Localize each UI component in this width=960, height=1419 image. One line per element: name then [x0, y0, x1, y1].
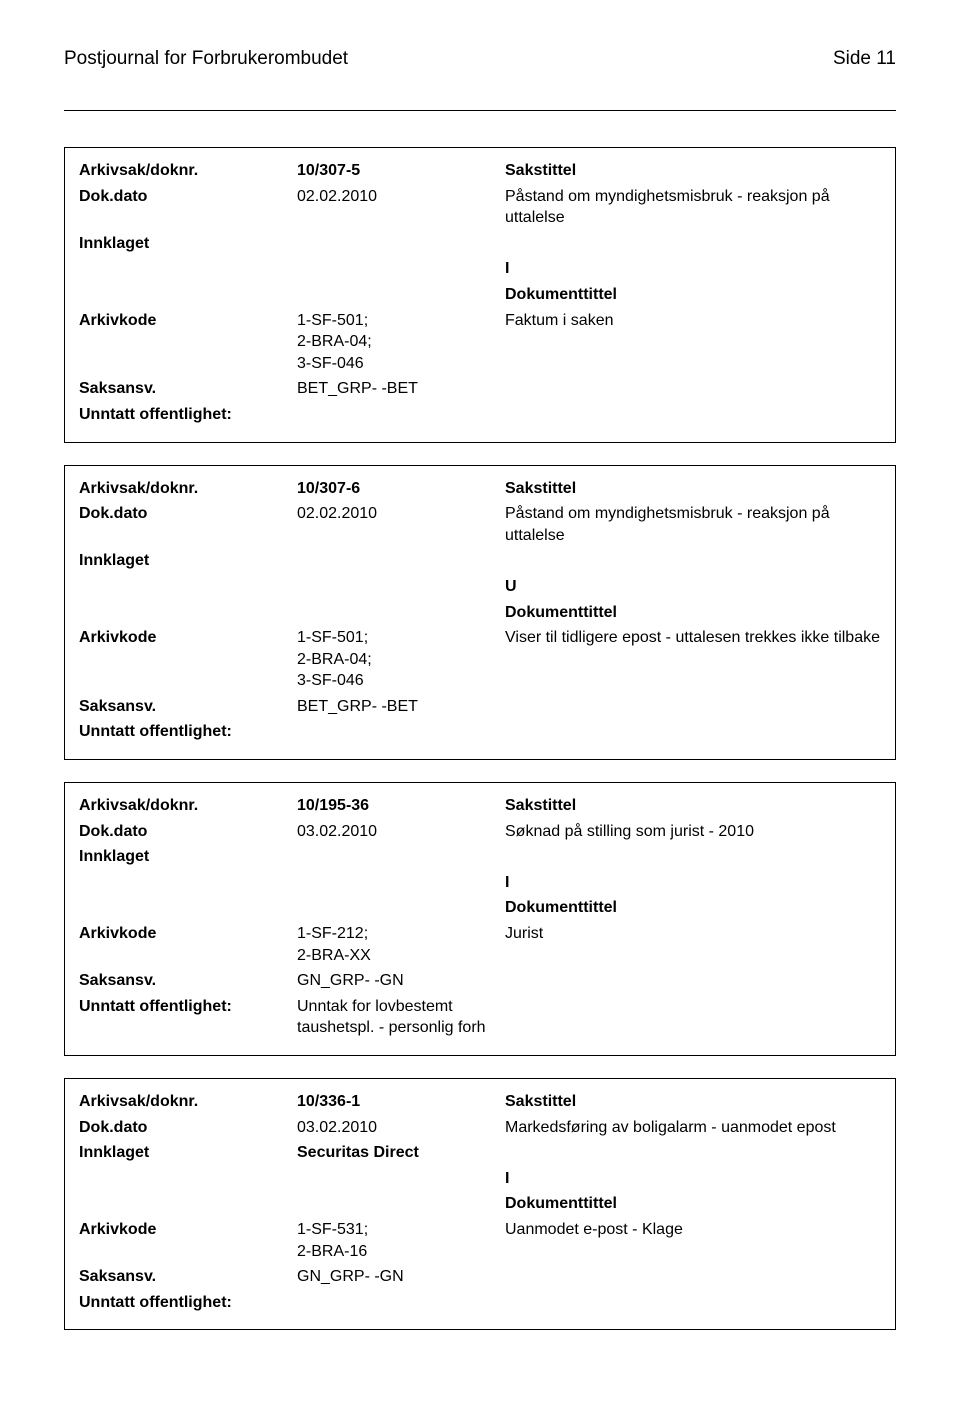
header: Postjournal for Forbrukerombudet Side 11 — [64, 48, 896, 70]
record-table: Arkivsak/doknr.10/307-5Sakstittel Dok.dat… — [75, 158, 885, 428]
unntatt-value — [293, 1290, 501, 1316]
innklaget-label: Innklaget — [75, 844, 293, 870]
header-divider — [64, 110, 896, 111]
unntatt-label: Unntatt offentlighet: — [75, 402, 293, 428]
saksansv-label: Saksansv. — [75, 1264, 293, 1290]
unntatt-value — [293, 402, 501, 428]
saksansv-value: GN_GRP- -GN — [293, 968, 501, 994]
dokumenttittel-label: Dokumenttittel — [501, 895, 885, 921]
innklaget-label: Innklaget — [75, 231, 293, 257]
record: Arkivsak/doknr.10/307-6Sakstittel Dok.dat… — [64, 465, 896, 761]
arkivkode-value: 1-SF-501;2-BRA-04;3-SF-046 — [293, 308, 501, 377]
record-table: Arkivsak/doknr.10/195-36Sakstittel Dok.da… — [75, 793, 885, 1041]
doknr-label: Arkivsak/doknr. — [75, 1089, 293, 1115]
doknr-label: Arkivsak/doknr. — [75, 158, 293, 184]
innklaget-label: Innklaget — [75, 1140, 293, 1166]
arkivkode-value: 1-SF-531;2-BRA-16 — [293, 1217, 501, 1264]
dato-value: 03.02.2010 — [293, 819, 501, 845]
innklaget-value — [293, 231, 501, 257]
sakstittel-label: Sakstittel — [501, 476, 885, 502]
dato-value: 02.02.2010 — [293, 501, 501, 548]
dokumenttittel-value: Jurist — [501, 921, 885, 968]
dato-label: Dok.dato — [75, 819, 293, 845]
innklaget-value — [293, 844, 501, 870]
innklaget-value — [293, 548, 501, 574]
doknr-label: Arkivsak/doknr. — [75, 476, 293, 502]
doknr-value: 10/195-36 — [293, 793, 501, 819]
saksansv-label: Saksansv. — [75, 694, 293, 720]
saksansv-value: BET_GRP- -BET — [293, 376, 501, 402]
unntatt-label: Unntatt offentlighet: — [75, 719, 293, 745]
arkivkode-value: 1-SF-212;2-BRA-XX — [293, 921, 501, 968]
dato-label: Dok.dato — [75, 1115, 293, 1141]
dokumenttittel-value: Uanmodet e-post - Klage — [501, 1217, 885, 1264]
dato-label: Dok.dato — [75, 501, 293, 548]
arkivkode-label: Arkivkode — [75, 308, 293, 377]
unntatt-label: Unntatt offentlighet: — [75, 994, 293, 1041]
sakstittel-value: Påstand om myndighetsmisbruk - reaksjon … — [501, 184, 885, 231]
dato-value: 03.02.2010 — [293, 1115, 501, 1141]
unntatt-value: Unntak for lovbestemt taushetspl. - pers… — [293, 994, 501, 1041]
arkivkode-label: Arkivkode — [75, 921, 293, 968]
saksansv-label: Saksansv. — [75, 376, 293, 402]
type-code: I — [501, 256, 885, 282]
saksansv-label: Saksansv. — [75, 968, 293, 994]
unntatt-label: Unntatt offentlighet: — [75, 1290, 293, 1316]
page-number: Side 11 — [833, 48, 896, 70]
arkivkode-label: Arkivkode — [75, 625, 293, 694]
sakstittel-value: Markedsføring av boligalarm - uanmodet e… — [501, 1115, 885, 1141]
sakstittel-label: Sakstittel — [501, 793, 885, 819]
saksansv-value: GN_GRP- -GN — [293, 1264, 501, 1290]
record: Arkivsak/doknr.10/307-5Sakstittel Dok.dat… — [64, 147, 896, 443]
record: Arkivsak/doknr.10/195-36Sakstittel Dok.da… — [64, 782, 896, 1056]
innklaget-value: Securitas Direct — [293, 1140, 501, 1166]
records-container: Arkivsak/doknr.10/307-5SakstittelDok.dat… — [64, 147, 896, 1330]
page: Postjournal for Forbrukerombudet Side 11… — [0, 0, 960, 1419]
type-code: I — [501, 1166, 885, 1192]
record-table: Arkivsak/doknr.10/336-1Sakstittel Dok.dat… — [75, 1089, 885, 1315]
dokumenttittel-label: Dokumenttittel — [501, 282, 885, 308]
dato-label: Dok.dato — [75, 184, 293, 231]
dokumenttittel-value: Viser til tidligere epost - uttalesen tr… — [501, 625, 885, 694]
journal-title: Postjournal for Forbrukerombudet — [64, 48, 348, 70]
type-code: U — [501, 574, 885, 600]
sakstittel-label: Sakstittel — [501, 1089, 885, 1115]
dokumenttittel-value: Faktum i saken — [501, 308, 885, 377]
arkivkode-label: Arkivkode — [75, 1217, 293, 1264]
innklaget-label: Innklaget — [75, 548, 293, 574]
dokumenttittel-label: Dokumenttittel — [501, 600, 885, 626]
saksansv-value: BET_GRP- -BET — [293, 694, 501, 720]
type-code: I — [501, 870, 885, 896]
doknr-value: 10/336-1 — [293, 1089, 501, 1115]
doknr-value: 10/307-5 — [293, 158, 501, 184]
dokumenttittel-label: Dokumenttittel — [501, 1191, 885, 1217]
unntatt-value — [293, 719, 501, 745]
sakstittel-value: Påstand om myndighetsmisbruk - reaksjon … — [501, 501, 885, 548]
sakstittel-label: Sakstittel — [501, 158, 885, 184]
arkivkode-value: 1-SF-501;2-BRA-04;3-SF-046 — [293, 625, 501, 694]
record: Arkivsak/doknr.10/336-1Sakstittel Dok.dat… — [64, 1078, 896, 1330]
sakstittel-value: Søknad på stilling som jurist - 2010 — [501, 819, 885, 845]
doknr-label: Arkivsak/doknr. — [75, 793, 293, 819]
doknr-value: 10/307-6 — [293, 476, 501, 502]
dato-value: 02.02.2010 — [293, 184, 501, 231]
record-table: Arkivsak/doknr.10/307-6Sakstittel Dok.dat… — [75, 476, 885, 746]
